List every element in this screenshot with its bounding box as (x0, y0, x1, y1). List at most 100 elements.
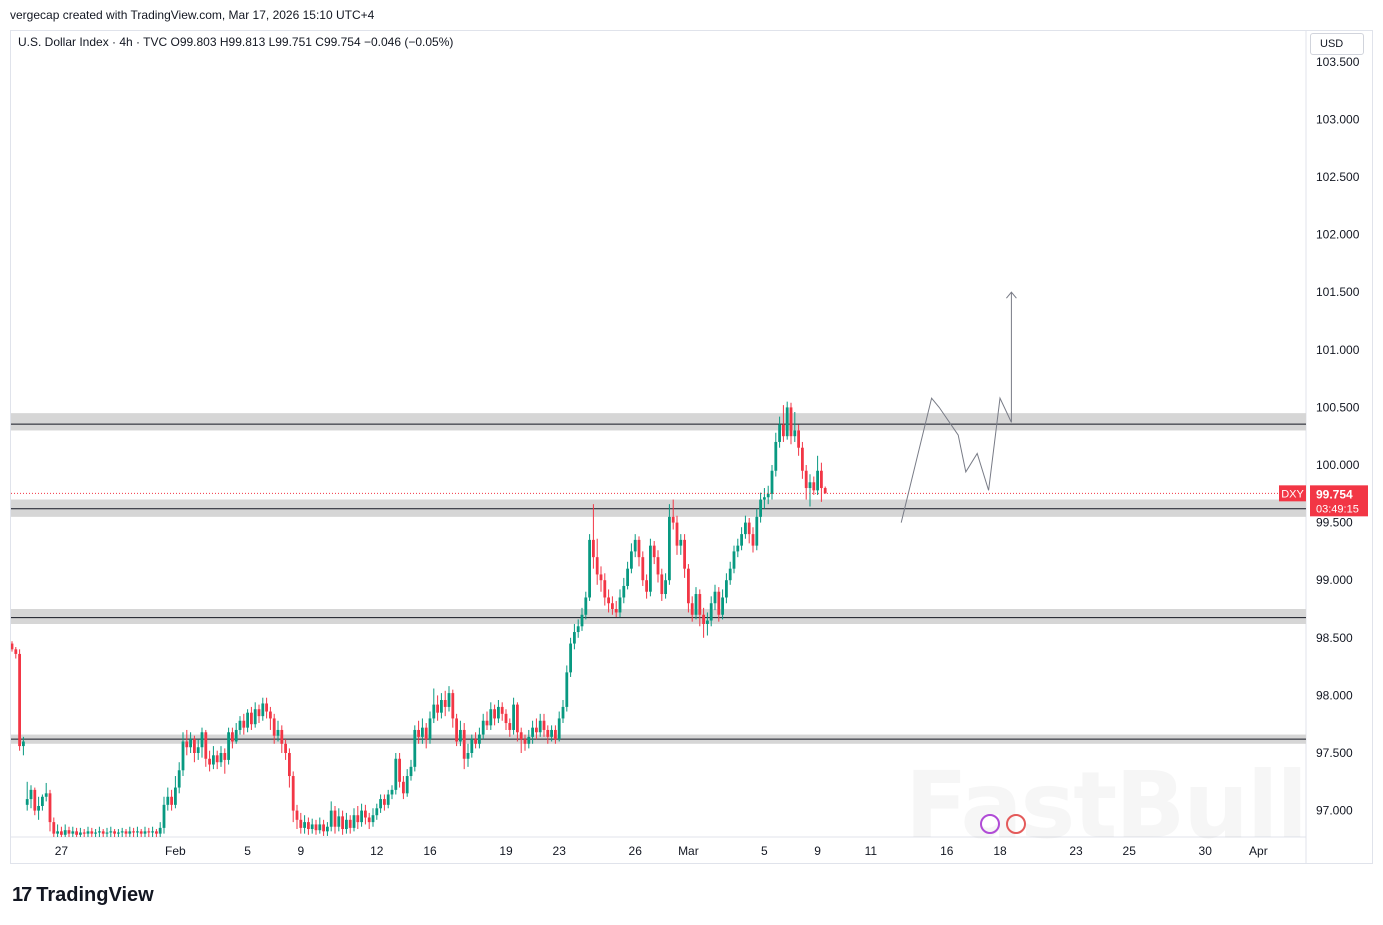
candle-body[interactable] (132, 831, 135, 833)
candle-body[interactable] (603, 580, 607, 598)
candle-body[interactable] (105, 832, 109, 834)
candle-body[interactable] (128, 831, 132, 834)
candle-body[interactable] (269, 711, 272, 719)
candle-body[interactable] (474, 739, 477, 744)
candle-body[interactable] (725, 580, 728, 598)
candle-body[interactable] (90, 831, 94, 834)
candle-body[interactable] (649, 545, 652, 592)
candle-body[interactable] (785, 407, 789, 437)
candle-body[interactable] (668, 516, 671, 581)
candle-body[interactable] (231, 732, 234, 742)
support-resistance-zone[interactable] (11, 609, 1306, 624)
candle-body[interactable] (451, 693, 455, 719)
candle-body[interactable] (86, 831, 90, 834)
candle-body[interactable] (242, 720, 246, 728)
candle-body[interactable] (223, 753, 227, 760)
currency-selector[interactable]: USD (1310, 33, 1364, 55)
candle-body[interactable] (360, 810, 363, 823)
candle-body[interactable] (561, 706, 565, 719)
candle-body[interactable] (147, 831, 151, 833)
candle-body[interactable] (341, 816, 344, 830)
candle-body[interactable] (185, 741, 189, 748)
candle-body[interactable] (322, 824, 325, 832)
candle-body[interactable] (630, 551, 633, 569)
candle-body[interactable] (265, 703, 268, 712)
candle-body[interactable] (595, 557, 599, 575)
candle-body[interactable] (234, 729, 238, 742)
candle-body[interactable] (645, 580, 648, 592)
candle-body[interactable] (139, 831, 143, 834)
candle-body[interactable] (417, 729, 420, 737)
support-resistance-zone[interactable] (11, 499, 1306, 517)
candle-body[interactable] (455, 718, 458, 742)
candle-body[interactable] (212, 755, 215, 765)
candle-body[interactable] (291, 776, 295, 811)
candle-body[interactable] (318, 824, 322, 831)
candle-body[interactable] (204, 732, 208, 759)
candle-body[interactable] (48, 793, 52, 823)
candle-body[interactable] (219, 753, 223, 763)
candle-body[interactable] (177, 770, 181, 788)
candle-body[interactable] (250, 712, 253, 725)
candle-body[interactable] (793, 430, 797, 437)
candle-body[interactable] (14, 649, 18, 654)
candle-body[interactable] (782, 424, 785, 437)
candle-body[interactable] (18, 653, 21, 747)
candle-body[interactable] (44, 793, 48, 797)
candle-body[interactable] (599, 574, 603, 581)
candle-body[interactable] (713, 591, 717, 604)
candle-body[interactable] (22, 741, 25, 747)
candle-body[interactable] (789, 407, 793, 437)
candle-body[interactable] (656, 557, 660, 575)
candle-body[interactable] (554, 729, 557, 740)
candle-body[interactable] (664, 580, 667, 595)
candle-body[interactable] (527, 736, 531, 744)
candle-body[interactable] (770, 470, 774, 494)
candle-body[interactable] (52, 822, 56, 834)
candle-body[interactable] (497, 706, 500, 719)
candle-body[interactable] (489, 709, 493, 726)
candle-body[interactable] (755, 516, 759, 546)
candle-body[interactable] (816, 470, 819, 491)
candle-body[interactable] (276, 729, 280, 736)
candle-body[interactable] (326, 826, 329, 832)
candle-body[interactable] (75, 831, 78, 835)
candle-body[interactable] (402, 781, 405, 794)
candle-body[interactable] (618, 597, 622, 613)
candle-body[interactable] (307, 822, 310, 830)
candle-body[interactable] (542, 720, 546, 730)
candle-body[interactable] (519, 732, 523, 740)
candle-body[interactable] (136, 831, 139, 833)
candle-body[interactable] (413, 729, 417, 767)
candle-body[interactable] (166, 796, 170, 805)
candle-body[interactable] (25, 799, 29, 805)
candle-body[interactable] (580, 614, 584, 627)
candle-body[interactable] (641, 557, 645, 581)
candle-body[interactable] (379, 799, 382, 809)
candle-body[interactable] (801, 447, 804, 471)
candle-body[interactable] (246, 712, 249, 728)
candle-body[interactable] (364, 810, 367, 818)
candle-body[interactable] (797, 430, 800, 448)
candle-body[interactable] (436, 704, 439, 713)
candle-body[interactable] (94, 832, 97, 834)
candle-body[interactable] (299, 819, 303, 828)
candle-body[interactable] (732, 551, 736, 569)
candle-body[interactable] (709, 603, 713, 621)
candle-body[interactable] (227, 732, 230, 760)
candle-body[interactable] (462, 729, 466, 759)
candle-body[interactable] (470, 739, 474, 753)
projection-path[interactable] (900, 292, 1012, 523)
candle-body[interactable] (367, 817, 371, 823)
candle-body[interactable] (33, 789, 37, 811)
candle-body[interactable] (162, 804, 166, 828)
candle-body[interactable] (82, 832, 86, 834)
candle-body[interactable] (440, 700, 443, 713)
candle-body[interactable] (466, 753, 470, 759)
candle-body[interactable] (808, 482, 812, 489)
candle-body[interactable] (592, 539, 595, 558)
candle-body[interactable] (284, 743, 287, 753)
candle-body[interactable] (29, 789, 33, 800)
candle-body[interactable] (721, 597, 724, 615)
candle-body[interactable] (717, 591, 721, 615)
